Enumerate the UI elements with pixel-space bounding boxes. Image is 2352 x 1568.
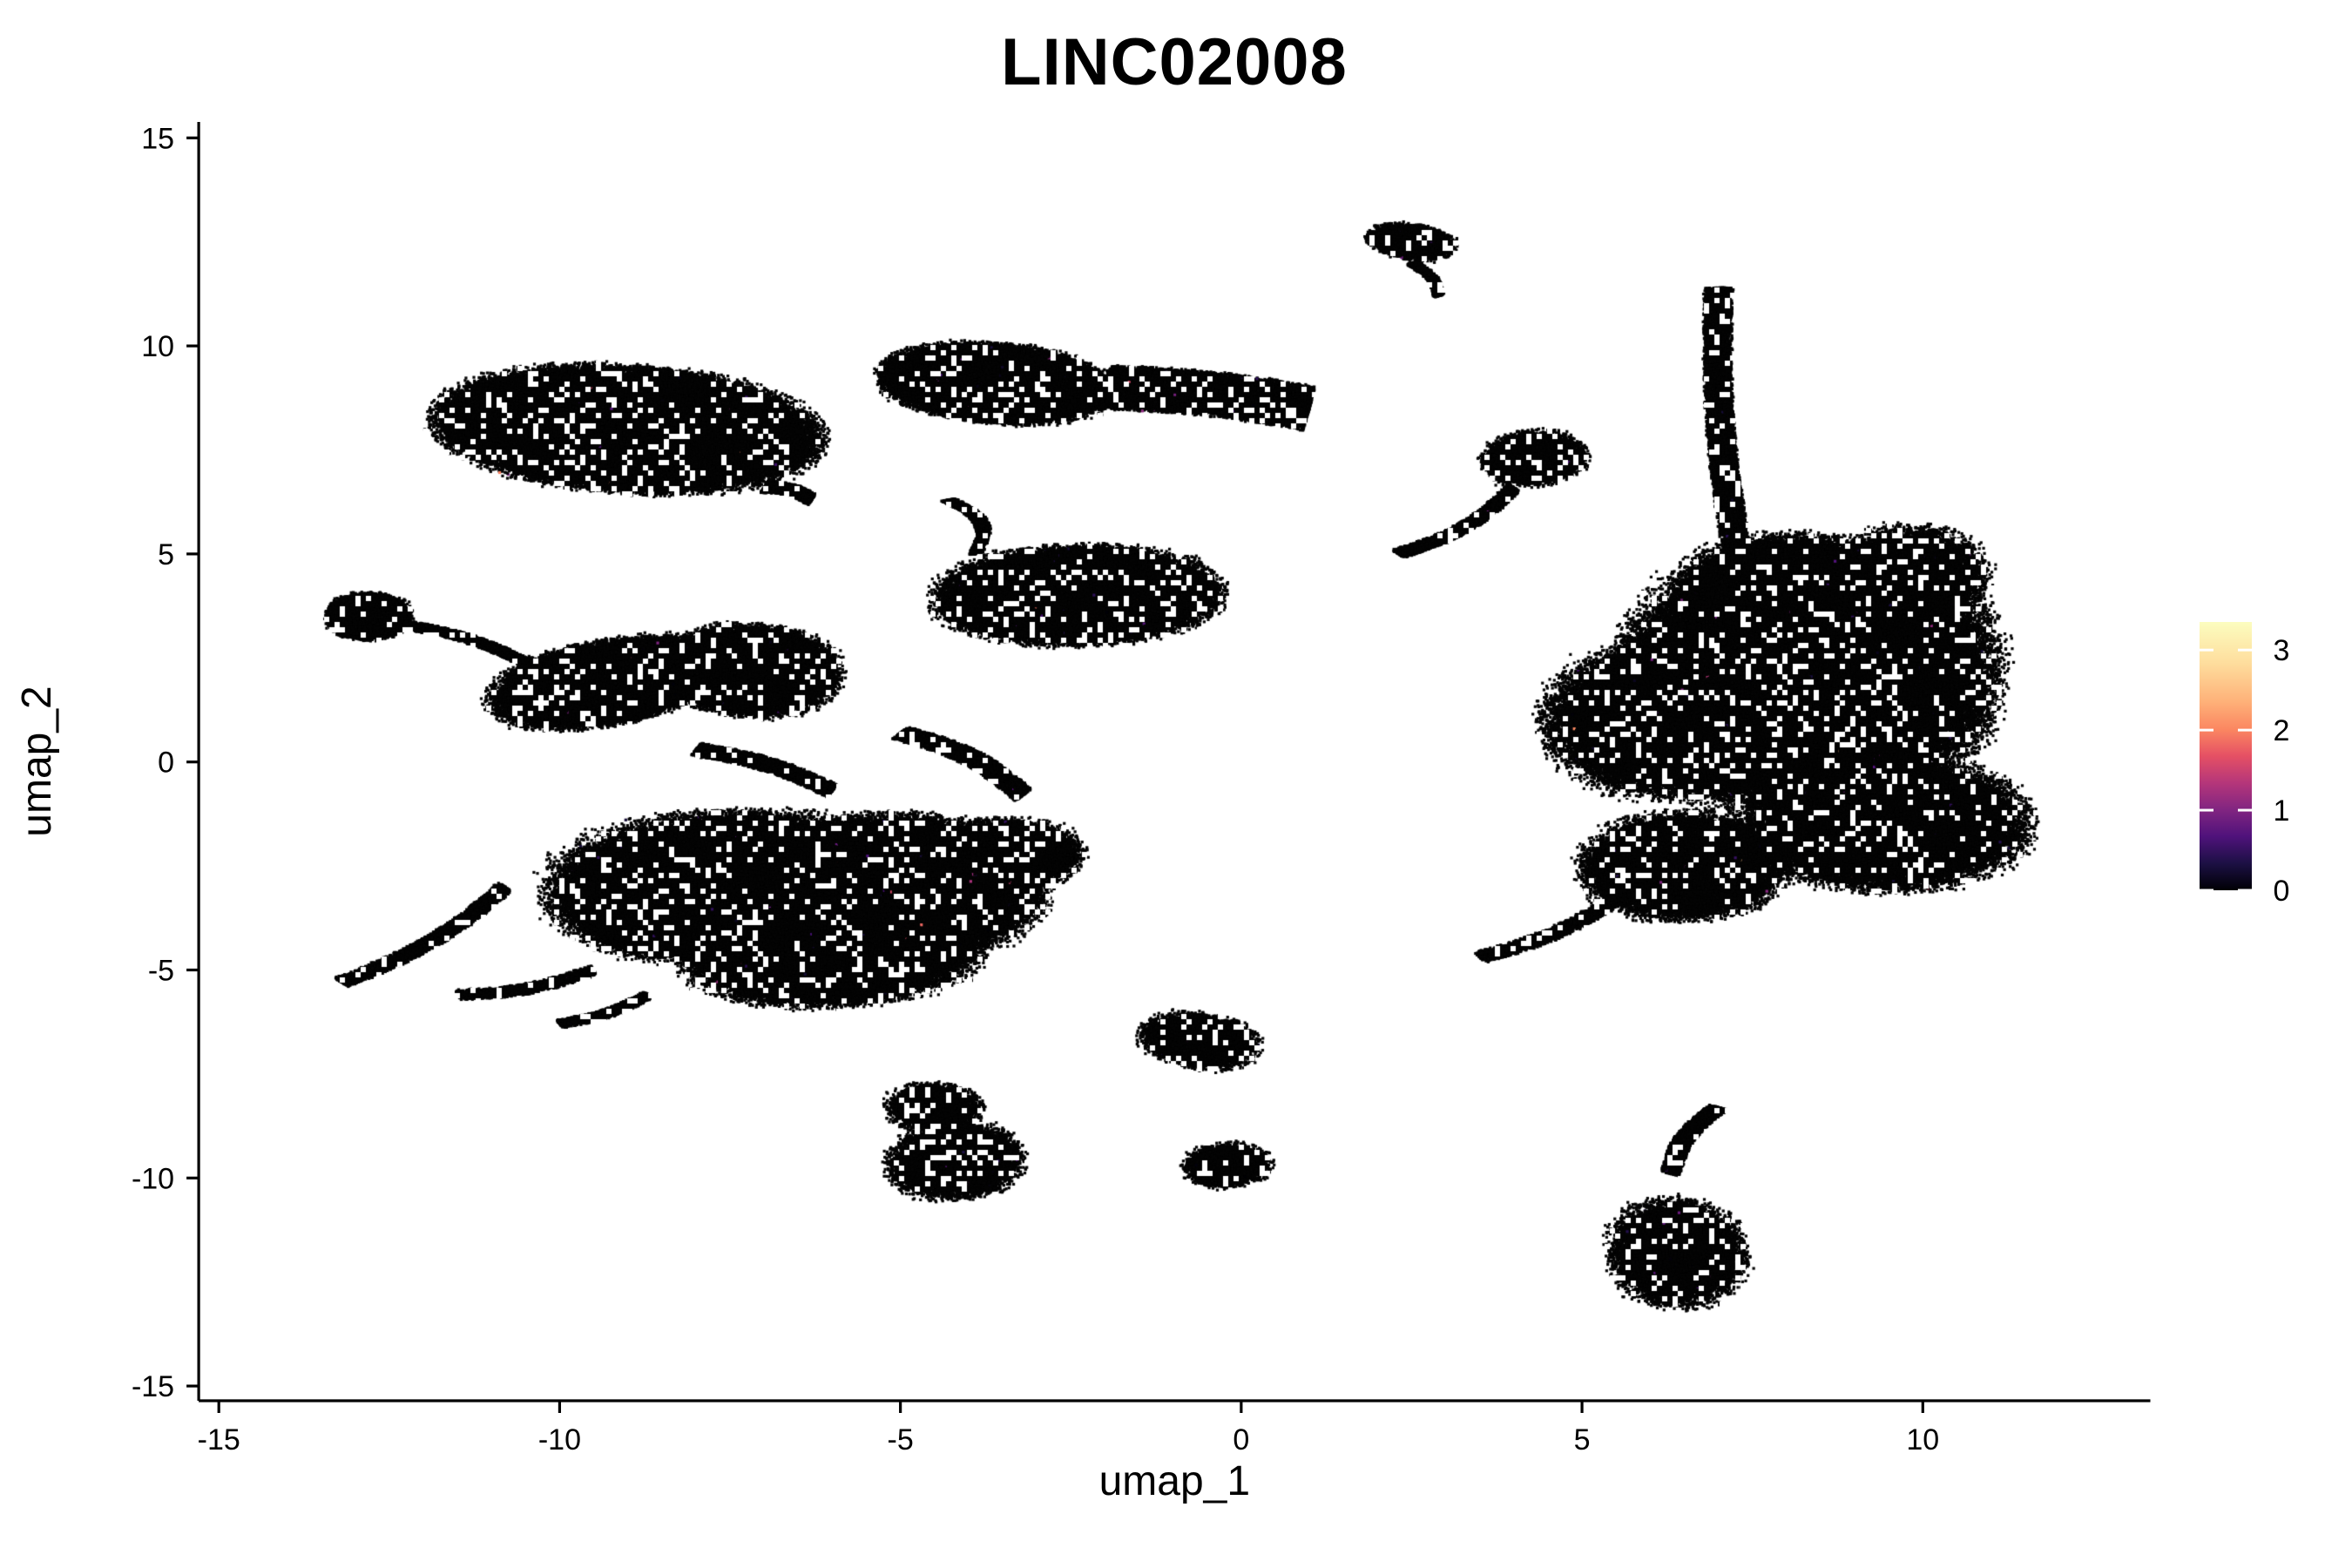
svg-text:10: 10: [1906, 1423, 1939, 1456]
svg-text:5: 5: [158, 538, 174, 571]
svg-text:0: 0: [1233, 1423, 1249, 1456]
svg-text:-10: -10: [132, 1162, 174, 1195]
svg-text:-5: -5: [888, 1423, 914, 1456]
svg-text:15: 15: [141, 122, 174, 155]
svg-text:-15: -15: [132, 1370, 174, 1403]
svg-text:1: 1: [2274, 794, 2290, 828]
svg-text:5: 5: [1574, 1423, 1591, 1456]
svg-text:umap_1: umap_1: [1099, 1458, 1250, 1504]
svg-text:umap_2: umap_2: [14, 686, 60, 836]
svg-text:-10: -10: [538, 1423, 581, 1456]
svg-text:10: 10: [141, 330, 174, 363]
svg-text:3: 3: [2274, 634, 2290, 667]
svg-text:-5: -5: [148, 955, 174, 988]
svg-text:0: 0: [158, 747, 174, 780]
svg-text:0: 0: [2274, 875, 2290, 908]
svg-text:-15: -15: [198, 1423, 240, 1456]
svg-text:2: 2: [2274, 714, 2290, 747]
